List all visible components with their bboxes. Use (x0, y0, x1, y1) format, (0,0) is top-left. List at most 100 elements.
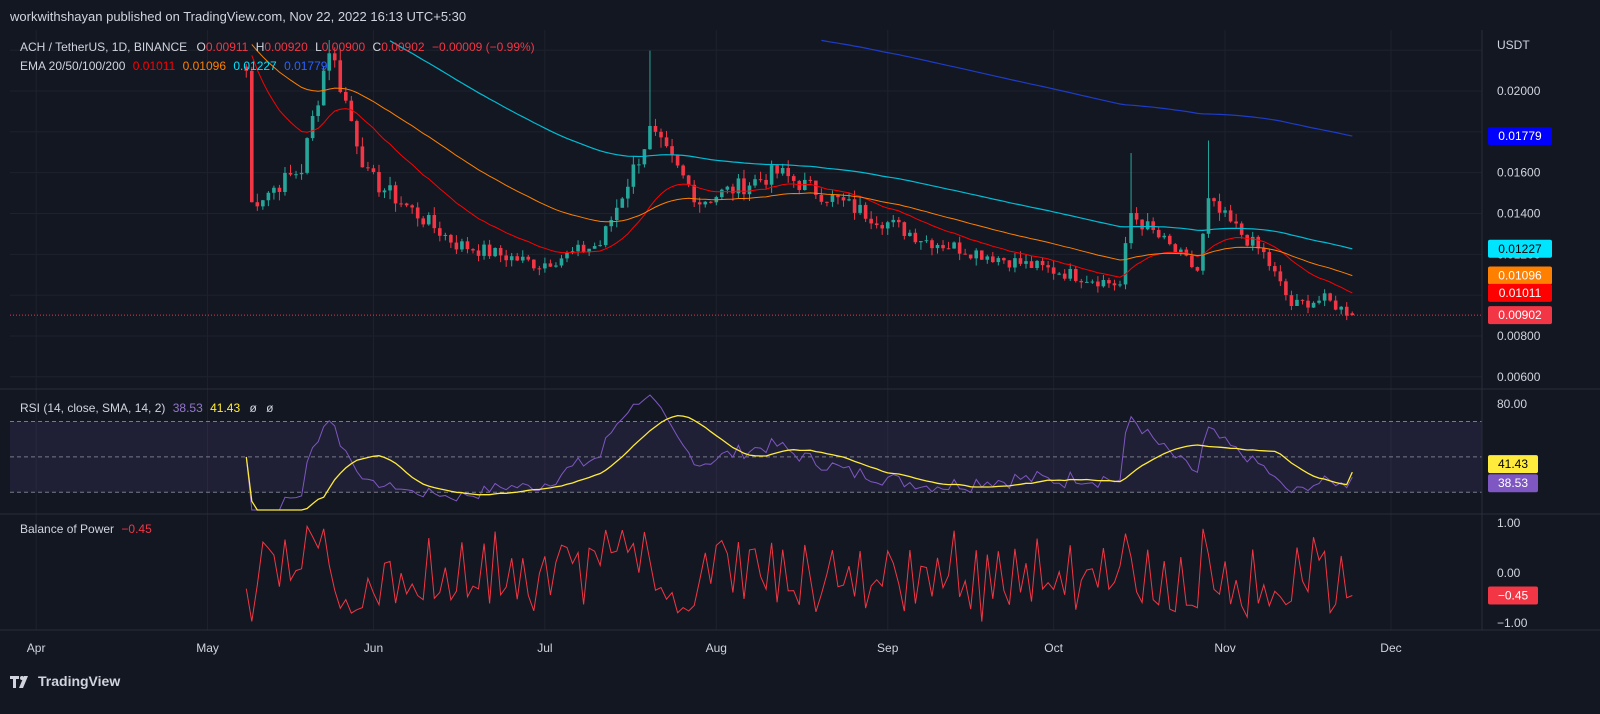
candle-128 (952, 241, 956, 249)
rsi-line (245, 394, 1353, 511)
chart-area[interactable]: USDT 0.020000.018000.016000.014000.01200… (0, 30, 1600, 660)
candle-48 (509, 252, 514, 267)
candle-123 (924, 235, 929, 243)
candle-39 (460, 238, 464, 252)
candle-186 (1273, 262, 1277, 277)
candle-37 (449, 233, 453, 249)
candle-103 (814, 180, 818, 200)
publisher-bar: workwithshayan published on TradingView.… (0, 0, 1600, 30)
ema20-value: 0.01011 (132, 59, 176, 73)
candle-69 (626, 178, 630, 208)
candle-50 (520, 250, 525, 263)
candle-25 (382, 188, 387, 199)
candle-2 (255, 193, 260, 211)
candle-122 (919, 241, 923, 250)
candle-60 (576, 240, 580, 257)
candle-26 (388, 176, 392, 200)
ema100-value: 0.01227 (233, 59, 277, 73)
candle-114 (874, 216, 879, 229)
candle-113 (869, 211, 873, 230)
ema20-line (251, 55, 1353, 294)
candle-166 (1162, 232, 1167, 240)
ema-label: EMA 20/50/100/200 (20, 59, 126, 73)
candle-136 (996, 256, 1001, 266)
candle-173 (1201, 233, 1205, 275)
candle-12 (310, 110, 315, 141)
candle-51 (526, 254, 531, 262)
candle-41 (471, 248, 475, 254)
candle-1 (249, 66, 254, 203)
candle-97 (780, 163, 785, 176)
price-tick-3: 0.01600 (1497, 166, 1541, 180)
candle-180 (1239, 221, 1244, 239)
ema50-line (251, 44, 1353, 277)
candle-160 (1129, 153, 1133, 249)
candle-188 (1284, 278, 1288, 301)
candle-196 (1328, 292, 1332, 302)
ema200-value: 0.01779 (284, 59, 328, 73)
candle-3 (261, 199, 265, 210)
candle-151 (1079, 278, 1084, 289)
price-badge-3: 0.01011 (1488, 283, 1552, 302)
candle-61 (581, 241, 586, 253)
candle-14 (321, 66, 326, 106)
candle-177 (1223, 206, 1227, 218)
candle-164 (1151, 217, 1155, 234)
candle-38 (454, 235, 459, 254)
candle-23 (371, 164, 376, 175)
tradingview-logo[interactable]: TradingView (10, 673, 120, 689)
candle-24 (377, 164, 381, 197)
candle-190 (1295, 294, 1299, 307)
bop-tick-0: 1.00 (1497, 516, 1521, 530)
ohlc-low-label: L (315, 40, 322, 54)
time-axis-labels[interactable]: Apr May Jun Jul Aug Sep Oct Nov Dec (27, 641, 1402, 655)
candle-90 (742, 169, 746, 201)
candle-107 (836, 194, 840, 205)
candle-87 (725, 185, 730, 194)
candle-98 (786, 160, 790, 183)
ema50-value: 0.01096 (182, 59, 226, 73)
svg-text:0.00902: 0.00902 (1498, 308, 1542, 322)
candle-141 (1024, 254, 1028, 269)
candle-165 (1156, 226, 1161, 239)
bop-tick-2: −1.00 (1497, 616, 1528, 630)
price-tick-8: 0.00600 (1497, 370, 1541, 384)
time-label-dec: Dec (1380, 641, 1401, 655)
candle-9 (294, 170, 298, 179)
candle-181 (1245, 234, 1249, 247)
candle-57 (559, 254, 564, 268)
candle-82 (697, 197, 702, 213)
rsi-badge-0: 41.43 (1488, 455, 1538, 474)
candles[interactable] (244, 40, 1355, 321)
candle-29 (404, 202, 409, 208)
price-axis-badges: 0.01779 0.01227 0.01096 0.01011 0.00902 (1488, 127, 1552, 325)
svg-text:38.53: 38.53 (1498, 476, 1528, 490)
price-tick-7: 0.00800 (1497, 329, 1541, 343)
candle-55 (548, 259, 553, 268)
price-badge-0: 0.01779 (1488, 127, 1552, 146)
candle-42 (476, 244, 481, 262)
tradingview-icon (10, 675, 32, 688)
candle-30 (410, 204, 414, 214)
candle-155 (1101, 275, 1106, 288)
candle-106 (830, 190, 835, 207)
candle-7 (283, 167, 287, 196)
candle-79 (681, 164, 685, 179)
candle-194 (1317, 295, 1321, 305)
candle-84 (708, 201, 713, 204)
candle-36 (443, 232, 448, 241)
candle-125 (935, 243, 940, 254)
candle-178 (1228, 204, 1233, 223)
candle-75 (659, 128, 663, 148)
candle-132 (974, 248, 979, 266)
candle-148 (1062, 269, 1067, 281)
symbol-label: ACH / TetherUS, 1D, BINANCE (20, 40, 188, 54)
bop-value: −0.45 (121, 522, 152, 536)
candle-161 (1134, 207, 1139, 225)
rsi-badge-1: 38.53 (1488, 474, 1538, 493)
candle-191 (1300, 299, 1305, 305)
candle-120 (908, 229, 912, 237)
candle-53 (537, 265, 542, 276)
time-label-aug: Aug (706, 641, 727, 655)
main-legend: ACH / TetherUS, 1D, BINANCE O0.00911 H0.… (20, 40, 535, 54)
